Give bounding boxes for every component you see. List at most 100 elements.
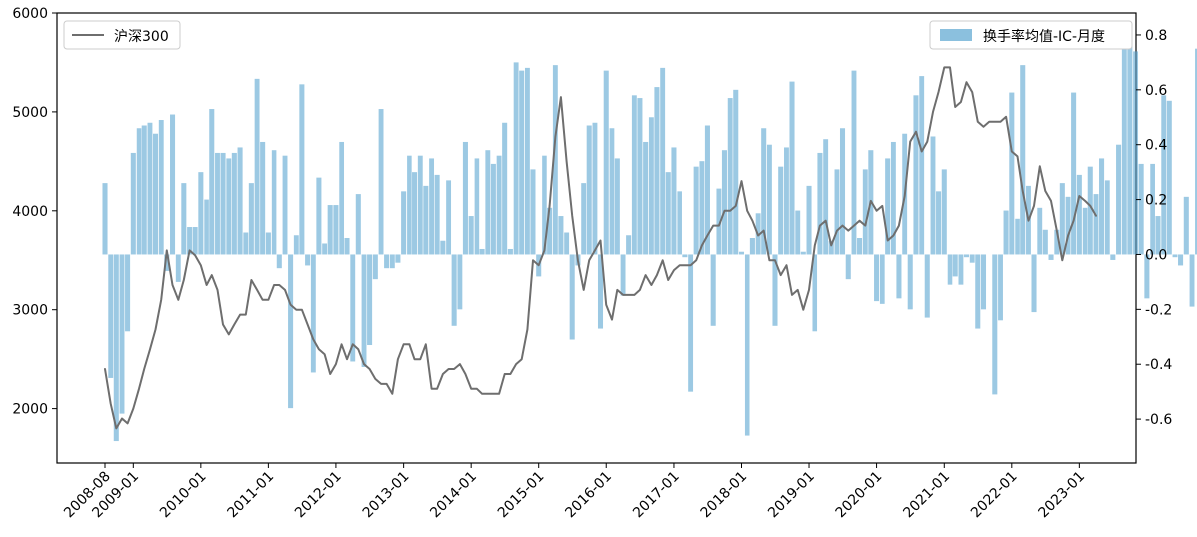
ic-bar xyxy=(952,254,958,277)
ic-bar xyxy=(265,232,271,255)
ic-bar xyxy=(333,205,339,255)
x-tick-label: 2022-01 xyxy=(968,469,1021,522)
ic-bar xyxy=(113,254,119,442)
ic-bar xyxy=(1116,144,1122,255)
ic-bar xyxy=(648,117,654,255)
ic-bar xyxy=(175,254,181,282)
x-tick-label: 2016-01 xyxy=(562,469,615,522)
ic-bar xyxy=(1076,174,1082,255)
ic-bar xyxy=(322,243,328,255)
ic-bar xyxy=(874,254,880,302)
ic-bar xyxy=(620,254,626,296)
ic-bar xyxy=(1015,218,1020,255)
x-tick-label: 2011-01 xyxy=(225,469,278,522)
x-tick-label: 2017-01 xyxy=(630,469,683,522)
left-tick-label: 6000 xyxy=(12,6,48,22)
ic-bar xyxy=(597,254,604,329)
ic-bar xyxy=(552,65,558,255)
ic-bar xyxy=(344,238,350,255)
ic-bar xyxy=(451,254,457,326)
legend-right-bar-swatch xyxy=(940,29,972,41)
ic-bar xyxy=(1178,254,1184,266)
ic-bar xyxy=(1093,194,1099,255)
ic-bar xyxy=(626,235,632,255)
ic-bar xyxy=(254,78,260,255)
x-tick-label: 2013-01 xyxy=(360,469,413,522)
ic-bar xyxy=(727,98,733,255)
ic-bar xyxy=(778,166,784,255)
ic-bar xyxy=(845,254,851,280)
ic-bar xyxy=(417,155,423,255)
ic-bar xyxy=(141,125,147,255)
ic-bar xyxy=(187,227,192,255)
ic-bar xyxy=(812,254,818,332)
ic-bar xyxy=(1144,254,1150,299)
ic-bar xyxy=(316,177,322,255)
ic-bar xyxy=(215,152,220,255)
ic-bar xyxy=(152,133,159,255)
ic-bar xyxy=(744,254,750,436)
ic-bar xyxy=(434,174,440,255)
ic-bar xyxy=(1003,210,1009,255)
ic-bar xyxy=(147,122,153,255)
ic-bar xyxy=(446,180,452,255)
hs300-line xyxy=(104,66,1097,430)
ic-bar xyxy=(772,254,778,326)
legend-left-label: 沪深300 xyxy=(114,29,169,45)
ic-bar xyxy=(310,254,316,373)
ic-bar xyxy=(226,158,232,255)
ic-bar xyxy=(941,169,947,255)
ic-bar xyxy=(1110,254,1116,260)
ic-bar xyxy=(569,254,575,340)
ic-bar xyxy=(237,147,243,255)
ic-bar xyxy=(963,254,970,258)
ic-bar xyxy=(1065,196,1071,255)
right-y-axis-ticks: -0.6 -0.4 -0.2 0.0 0.2 0.4 0.6 0.8 xyxy=(1136,28,1172,428)
ic-bar xyxy=(564,232,570,255)
ic-bar xyxy=(896,254,902,299)
ic-bar xyxy=(130,152,136,255)
ic-bar xyxy=(919,76,925,255)
ic-bar xyxy=(688,254,694,392)
x-tick-label: 2019-01 xyxy=(765,469,818,522)
ic-bar xyxy=(975,254,981,329)
ic-bar xyxy=(231,152,237,255)
ic-bar xyxy=(817,152,823,255)
ic-bar xyxy=(299,84,305,255)
ic-bar xyxy=(749,238,755,255)
ic-bar xyxy=(513,62,519,255)
ic-bar xyxy=(609,128,615,255)
ic-bar xyxy=(355,194,361,255)
ic-bar xyxy=(721,150,727,255)
legend-right-box xyxy=(929,20,1133,50)
x-tick-label: 2012-01 xyxy=(292,469,345,522)
ic-bar xyxy=(851,70,857,255)
ic-bar xyxy=(1042,229,1048,255)
ic-bar xyxy=(1133,51,1139,255)
right-tick-label: -0.6 xyxy=(1145,412,1172,428)
ic-bar xyxy=(992,254,998,395)
ic-bar xyxy=(857,238,863,255)
ic-bar xyxy=(198,172,204,255)
ic-bar xyxy=(1048,254,1054,260)
ic-bar xyxy=(136,128,142,255)
ic-bar xyxy=(164,254,170,271)
ic-bar xyxy=(108,254,114,378)
right-tick-label: 0.2 xyxy=(1145,193,1167,209)
ic-bar xyxy=(378,109,384,255)
ic-bar xyxy=(1161,95,1167,255)
ic-bar xyxy=(407,155,412,255)
right-tick-label: 0.6 xyxy=(1145,83,1167,99)
ic-bar xyxy=(637,98,643,255)
ic-bar xyxy=(947,254,953,285)
ic-bar xyxy=(643,141,649,255)
ic-bar xyxy=(361,254,367,367)
ic-bar xyxy=(288,254,294,409)
ic-bar xyxy=(913,95,919,255)
ic-bar xyxy=(710,254,716,326)
ic-bar xyxy=(677,191,682,255)
ic-bar xyxy=(462,141,468,255)
left-y-axis-ticks: 2000 3000 4000 5000 6000 xyxy=(12,6,57,418)
ic-bar xyxy=(1127,40,1133,255)
